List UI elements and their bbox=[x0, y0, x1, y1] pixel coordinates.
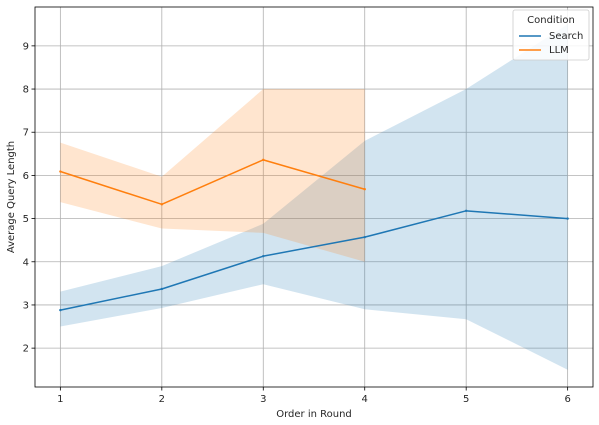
data-point-llm bbox=[262, 158, 265, 162]
y-tick-label: 8 bbox=[23, 85, 29, 96]
y-tick-label: 2 bbox=[23, 344, 29, 355]
x-tick-label: 3 bbox=[260, 394, 266, 405]
legend-box bbox=[512, 9, 590, 61]
y-tick-label: 3 bbox=[23, 300, 29, 311]
y-tick-label: 7 bbox=[23, 128, 29, 139]
x-tick-label: 6 bbox=[564, 394, 570, 405]
series-line-search bbox=[60, 210, 568, 311]
plot-frame bbox=[34, 6, 594, 388]
x-tick-label: 5 bbox=[463, 394, 469, 405]
legend-title: Condition bbox=[527, 15, 575, 26]
data-point-search bbox=[464, 209, 468, 213]
series-line-llm bbox=[60, 159, 365, 206]
y-tick-label: 5 bbox=[23, 214, 29, 225]
y-tick-label: 4 bbox=[23, 257, 29, 268]
x-axis-label: Order in Round bbox=[276, 409, 352, 420]
legend: Condition Search LLM bbox=[512, 9, 590, 61]
data-point-search bbox=[59, 308, 62, 312]
data-point-search bbox=[363, 235, 366, 239]
y-tick-label: 9 bbox=[23, 41, 29, 52]
series-lines bbox=[59, 158, 569, 312]
confidence-bands bbox=[60, 24, 568, 370]
data-point-search bbox=[566, 217, 569, 220]
data-point-llm bbox=[59, 170, 62, 173]
data-point-llm bbox=[160, 203, 164, 206]
x-axis-ticks: 1 2 3 4 5 6 bbox=[57, 387, 571, 405]
x-tick-label: 1 bbox=[57, 394, 63, 405]
y-axis-label: Average Query Length bbox=[6, 141, 17, 253]
data-point-search bbox=[262, 254, 265, 258]
grid bbox=[35, 7, 593, 387]
x-tick-label: 2 bbox=[159, 394, 165, 405]
legend-label-llm: LLM bbox=[549, 45, 569, 56]
legend-label-search: Search bbox=[549, 31, 583, 42]
y-axis-ticks: 2 3 4 5 6 7 8 9 bbox=[23, 41, 35, 355]
confidence-band-llm bbox=[60, 89, 365, 262]
data-point-llm bbox=[363, 188, 366, 191]
x-tick-label: 4 bbox=[362, 394, 368, 405]
confidence-band-search bbox=[60, 24, 568, 370]
data-point-search bbox=[160, 287, 164, 291]
y-tick-label: 6 bbox=[23, 171, 29, 182]
